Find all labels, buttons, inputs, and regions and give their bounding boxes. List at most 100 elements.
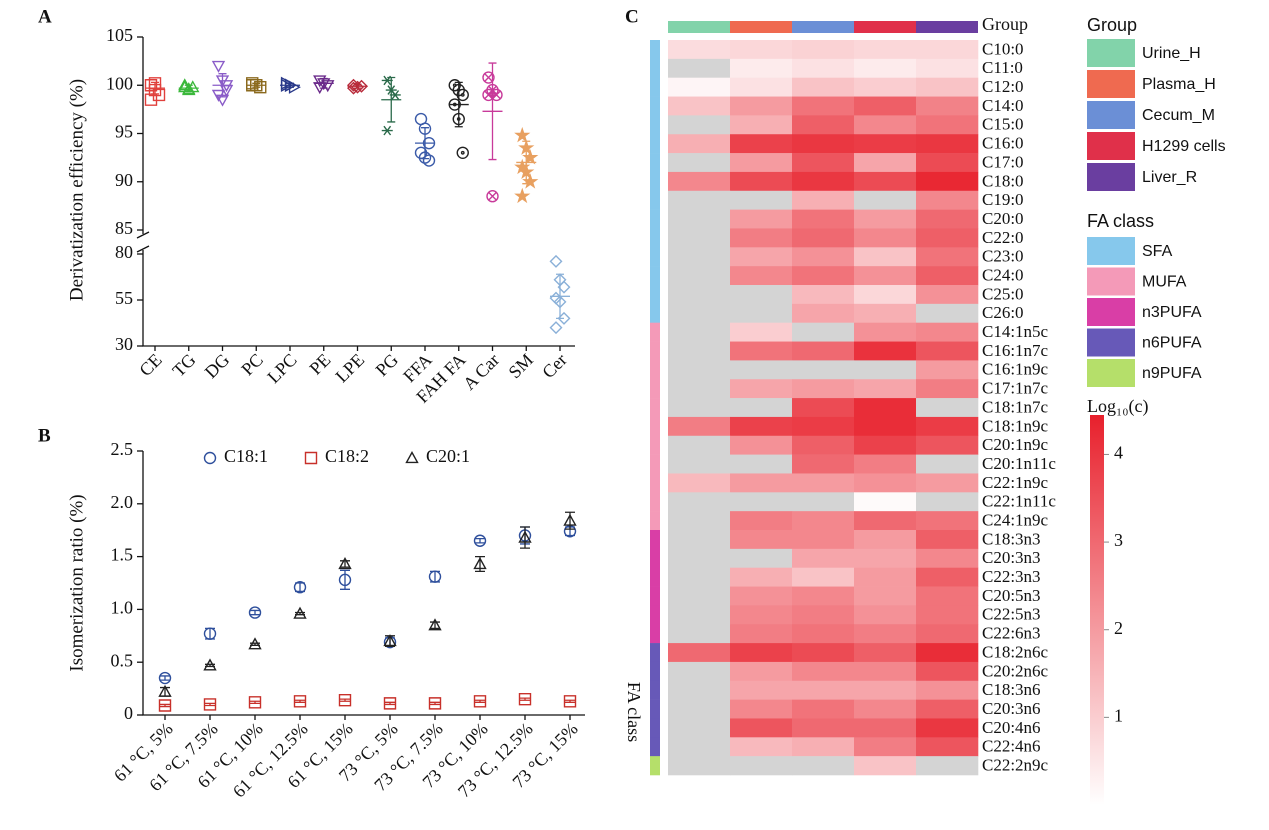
heat-cell bbox=[854, 530, 917, 550]
marker bbox=[482, 88, 495, 102]
heat-cell bbox=[730, 624, 793, 644]
row-label: C22:5n3 bbox=[982, 605, 1041, 624]
marker bbox=[549, 254, 563, 268]
row-label: C19:0 bbox=[982, 190, 1024, 209]
heat-cell bbox=[792, 492, 855, 512]
y-axis-label: Isomerization ratio (%) bbox=[66, 494, 87, 671]
heat-cell bbox=[668, 58, 731, 78]
row-label: C16:1n9c bbox=[982, 360, 1049, 379]
heat-cell bbox=[916, 643, 979, 663]
heat-cell bbox=[854, 567, 917, 587]
error-bar bbox=[353, 83, 362, 89]
heat-cell bbox=[916, 77, 979, 97]
class-bar bbox=[650, 624, 660, 644]
heat-cell bbox=[854, 680, 917, 700]
heat-cell bbox=[854, 718, 917, 738]
heat-cell bbox=[916, 756, 979, 776]
legend-label: Cecum_M bbox=[1142, 107, 1215, 124]
class-bar bbox=[650, 96, 660, 116]
legend-title: FA class bbox=[1087, 211, 1154, 231]
heat-cell bbox=[730, 285, 793, 305]
heat-cell bbox=[854, 190, 917, 210]
marker bbox=[250, 79, 263, 92]
heat-cell bbox=[854, 511, 917, 531]
error-bar bbox=[520, 526, 530, 549]
legend-swatch bbox=[1087, 328, 1135, 357]
heat-cell bbox=[668, 756, 731, 776]
heat-cell bbox=[916, 285, 979, 305]
row-label: C18:3n3 bbox=[982, 529, 1041, 548]
class-bar bbox=[650, 511, 660, 531]
heat-cell bbox=[668, 567, 731, 587]
heat-cell bbox=[792, 586, 855, 606]
class-bar bbox=[650, 586, 660, 606]
group-header: Group bbox=[982, 14, 1028, 34]
marker bbox=[486, 190, 499, 203]
heat-cell bbox=[854, 58, 917, 78]
class-bar bbox=[650, 718, 660, 738]
heat-cell bbox=[854, 737, 917, 757]
row-label: C20:4n6 bbox=[982, 718, 1041, 737]
y-tick-label: 55 bbox=[115, 288, 133, 308]
legend-swatch bbox=[1087, 101, 1135, 129]
y-tick-label: 80 bbox=[115, 242, 133, 262]
row-label: C22:0 bbox=[982, 228, 1024, 247]
row-label: C14:1n5c bbox=[982, 322, 1049, 341]
heat-cell bbox=[792, 699, 855, 719]
colorbar-title: Log₁₀(c) bbox=[1087, 396, 1149, 417]
error-bar bbox=[340, 698, 350, 702]
class-bar bbox=[650, 190, 660, 210]
heat-cell bbox=[730, 58, 793, 78]
error-bar bbox=[250, 700, 260, 705]
x-tick-label: DG bbox=[201, 350, 234, 383]
heat-cell bbox=[792, 737, 855, 757]
row-label: C25:0 bbox=[982, 284, 1024, 303]
heat-cell bbox=[668, 699, 731, 719]
legend-swatch bbox=[1087, 267, 1135, 296]
marker bbox=[293, 606, 307, 619]
heat-cell bbox=[730, 360, 793, 380]
error-bar bbox=[385, 701, 395, 706]
heat-cell bbox=[854, 77, 917, 97]
row-label: C22:2n9c bbox=[982, 755, 1049, 774]
heat-cell bbox=[730, 737, 793, 757]
heat-cell bbox=[854, 40, 917, 60]
legend-label: H1299 cells bbox=[1142, 138, 1226, 155]
heat-cell bbox=[916, 379, 979, 399]
y-tick-label: 85 bbox=[115, 218, 133, 238]
marker bbox=[248, 606, 262, 619]
heat-cell bbox=[854, 605, 917, 625]
x-tick-label: LPC bbox=[263, 350, 300, 387]
class-bar bbox=[650, 454, 660, 474]
heat-cell bbox=[730, 756, 793, 776]
colorbar-tick-label: 2 bbox=[1114, 618, 1123, 638]
heat-cell bbox=[668, 511, 731, 531]
heat-cell bbox=[854, 285, 917, 305]
heat-cell bbox=[730, 228, 793, 248]
heat-cell bbox=[916, 661, 979, 682]
heat-cell bbox=[854, 134, 917, 154]
heat-cell bbox=[792, 624, 855, 644]
x-tick-label: PC bbox=[237, 350, 267, 380]
heat-cell bbox=[730, 303, 793, 323]
heat-cell bbox=[668, 379, 731, 399]
row-label: C20:1n11c bbox=[982, 454, 1056, 473]
heat-cell bbox=[916, 473, 979, 493]
error-bar bbox=[556, 273, 564, 320]
heat-cell bbox=[730, 643, 793, 663]
marker bbox=[148, 83, 162, 97]
row-label: C22:4n6 bbox=[982, 737, 1041, 756]
error-bar bbox=[421, 127, 429, 160]
marker bbox=[563, 525, 577, 538]
heat-cell bbox=[730, 40, 793, 60]
marker bbox=[456, 146, 469, 159]
colorbar-tick-label: 4 bbox=[1114, 443, 1123, 463]
heat-cell bbox=[916, 624, 979, 644]
heat-cell bbox=[916, 416, 979, 437]
class-bar bbox=[650, 680, 660, 700]
legend-swatch bbox=[1087, 70, 1135, 98]
heat-cell bbox=[792, 285, 855, 305]
heat-cell bbox=[792, 567, 855, 587]
class-bar bbox=[650, 737, 660, 757]
heat-cell bbox=[916, 737, 979, 757]
